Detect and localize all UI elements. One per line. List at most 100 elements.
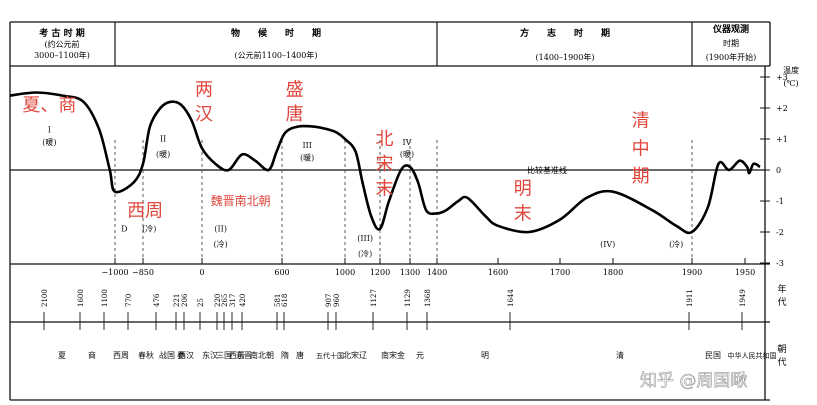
- dynasty-year: 265: [221, 294, 229, 307]
- header-subtitle: (公元前1100–1400年): [235, 50, 318, 60]
- dynasty-name: 秦: [177, 350, 185, 360]
- dynasty-name: 唐: [296, 350, 304, 360]
- x-tick-label: 1400: [427, 268, 447, 277]
- dynasty-axis-label: 朝: [777, 344, 786, 355]
- dynasty-name: 西周: [113, 351, 129, 360]
- dynasty-axis-label: 代: [777, 357, 786, 368]
- dynasty-year-row: 2100 1600 1100 770 476 221 206 25 220 265 317 420 58…: [41, 283, 787, 330]
- dynasty-year: 581: [274, 294, 282, 307]
- x-tick-label: 1800: [603, 268, 623, 277]
- dynasty-name: 东汉: [202, 350, 218, 360]
- dynasty-name: 战国: [159, 350, 175, 360]
- period-label: 末: [376, 179, 394, 200]
- header-subtitle: (1400–1900年): [536, 52, 595, 62]
- dynasty-name: 西晋: [229, 351, 245, 360]
- dynasty-name: 隋: [281, 350, 289, 360]
- period-label: 期: [632, 166, 650, 187]
- dynasty-name: 北宋辽: [343, 350, 367, 360]
- y-axis-label: 温度: [783, 65, 799, 75]
- dynasty-name: 中华人民共和国: [728, 351, 777, 360]
- baseline: 比较基准线: [10, 165, 765, 175]
- header-subtitle-2: (1900年开始): [706, 52, 757, 62]
- x-tick-label: 1950: [735, 268, 755, 277]
- dynasty-year: 907: [325, 294, 333, 307]
- baseline-label: 比较基准线: [527, 165, 567, 175]
- temperature-curve: [9, 91, 761, 235]
- period-note: (暖): [300, 153, 314, 162]
- dynasty-name: 清: [616, 350, 624, 360]
- dynasty-name: 南北朝: [250, 350, 274, 360]
- period-label: 盛: [286, 79, 304, 100]
- period-note: III: [302, 141, 311, 150]
- dynasty-year: 1129: [404, 289, 412, 307]
- dynasty-year: 317: [229, 294, 237, 307]
- x-axis: −1000 −850 0 600 1000 1200 1300 1400 1600 1700 180…: [101, 258, 755, 277]
- dynasty-row: 夏 商 西周 春秋 战国 秦西汉 东汉三国西晋东晋南北朝隋唐 五代十国 北宋辽 南宋金 元 明 清 民国中…: [58, 344, 787, 368]
- temperature-line: [9, 91, 761, 235]
- dynasty-name: 元: [416, 351, 424, 360]
- x-tick-label: −850: [132, 268, 154, 277]
- period-label: 宋: [376, 154, 394, 175]
- dynasty-year: 1949: [739, 289, 747, 307]
- y-tick-label: +2: [776, 104, 788, 113]
- period-label: 明: [514, 179, 532, 200]
- x-tick-label: 1000: [335, 268, 355, 277]
- x-tick-label: −1000: [101, 268, 128, 277]
- dynasty-year: 1127: [370, 289, 378, 307]
- dynasty-year: 1600: [77, 289, 85, 307]
- period-note: (III): [357, 234, 373, 243]
- dynasty-name: 东晋: [236, 350, 252, 360]
- chart-frame: [9, 21, 771, 401]
- year-axis-label: 代: [777, 297, 786, 308]
- y-axis-label: (℃): [783, 79, 798, 88]
- y-tick-label: -1: [776, 197, 784, 206]
- y-axis: +3 +2 +1 0 -1 -2 -3 温度 (℃): [760, 65, 799, 268]
- dynasty-name: 西汉: [178, 351, 194, 360]
- header-title: 仪器观测: [712, 23, 749, 35]
- dynasty-name: 民国: [705, 351, 721, 360]
- period-note: IV: [403, 138, 412, 147]
- period-note: (冷): [358, 248, 372, 258]
- period-note: (冷): [669, 239, 683, 249]
- header-subtitle: 时期: [723, 38, 739, 48]
- dynasty-year: 220: [214, 294, 222, 307]
- y-tick-label: -3: [776, 259, 784, 268]
- header-subtitle: (约公元前: [44, 39, 79, 49]
- year-axis-label: 年: [777, 283, 786, 295]
- dynasty-year: 1100: [101, 289, 109, 307]
- dynasty-name: 南宋金: [381, 350, 405, 360]
- period-note: (暖): [400, 150, 414, 159]
- watermark: 知乎 @周国瞅: [640, 371, 748, 392]
- period-note: (II): [214, 225, 227, 234]
- period-note: II: [160, 135, 166, 144]
- x-tick-label: 1900: [682, 268, 702, 277]
- dynasty-year: 476: [153, 293, 161, 307]
- dynasty-year: 1911: [686, 289, 694, 307]
- period-label: 唐: [286, 104, 304, 125]
- period-note: (IV): [600, 240, 615, 249]
- dynasty-year: 1368: [424, 289, 432, 307]
- period-label: 清: [632, 110, 650, 131]
- period-label: 汉: [195, 104, 213, 125]
- dynasty-name: 三国: [216, 351, 232, 360]
- dynasty-year: 1644: [507, 289, 515, 307]
- dynasty-year: 2100: [41, 289, 49, 307]
- period-label: 中: [632, 138, 650, 159]
- header-title: 考 古 时 期: [39, 27, 84, 39]
- period-note: (暖): [156, 150, 170, 159]
- dynasty-name: 五代十国: [316, 351, 344, 360]
- x-tick-label: 1200: [370, 268, 390, 277]
- dynasty-year: 25: [197, 298, 205, 307]
- reference-dashes: [114, 140, 693, 264]
- dynasty-year: 618: [281, 294, 289, 307]
- period-label: 夏、商: [22, 95, 76, 116]
- period-note: (冷): [214, 239, 228, 249]
- y-tick-label: 0: [776, 166, 781, 175]
- y-tick-label: +1: [776, 135, 788, 144]
- dynasty-year: 960: [333, 294, 341, 307]
- period-note: (暖): [42, 138, 56, 147]
- dynasty-year: 770: [125, 294, 133, 307]
- x-tick-label: 1600: [488, 268, 508, 277]
